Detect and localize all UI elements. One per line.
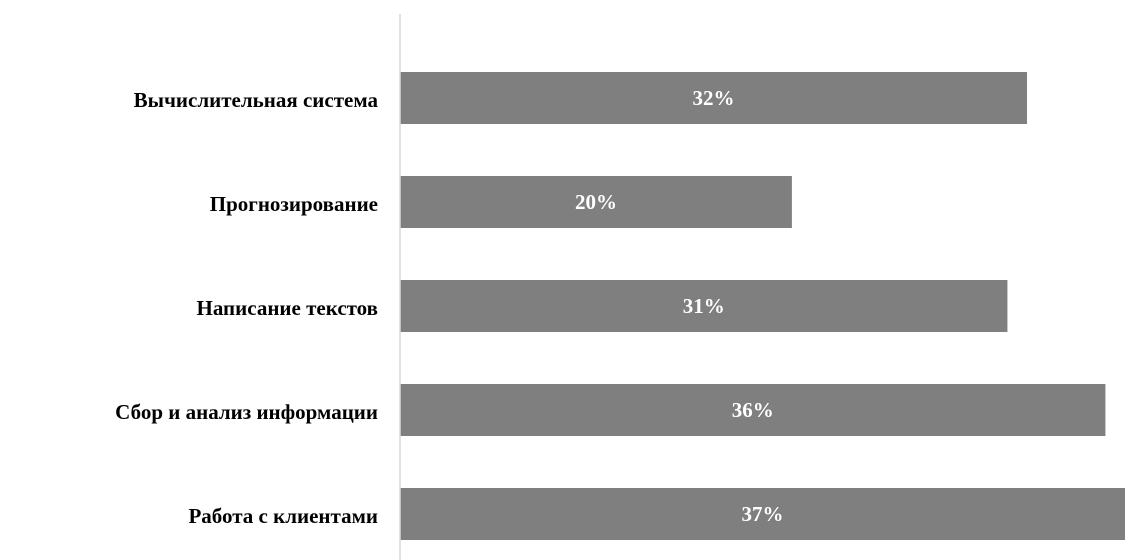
category-label-0: Вычислительная система	[134, 88, 379, 112]
bar-value-label-3: 36%	[732, 398, 774, 422]
bar-2	[400, 280, 1008, 332]
category-label-4: Работа с клиентами	[188, 504, 378, 528]
bar-value-label-0: 32%	[693, 86, 735, 110]
category-label-1: Прогнозирование	[210, 192, 378, 216]
bar-value-label-4: 37%	[742, 502, 784, 526]
bars-layer: 32% 20% 31% 36% 37%	[400, 72, 1125, 540]
category-labels-layer: Вычислительная система Прогнозирование Нап…	[115, 88, 378, 528]
bar-value-label-1: 20%	[575, 190, 617, 214]
bar-3	[400, 384, 1106, 436]
bar-1	[400, 176, 792, 228]
bar-4	[400, 488, 1125, 540]
bar-0	[400, 72, 1028, 124]
category-label-2: Написание текстов	[197, 296, 379, 320]
category-label-3: Сбор и анализ информации	[115, 400, 378, 424]
bar-value-label-2: 31%	[683, 294, 725, 318]
